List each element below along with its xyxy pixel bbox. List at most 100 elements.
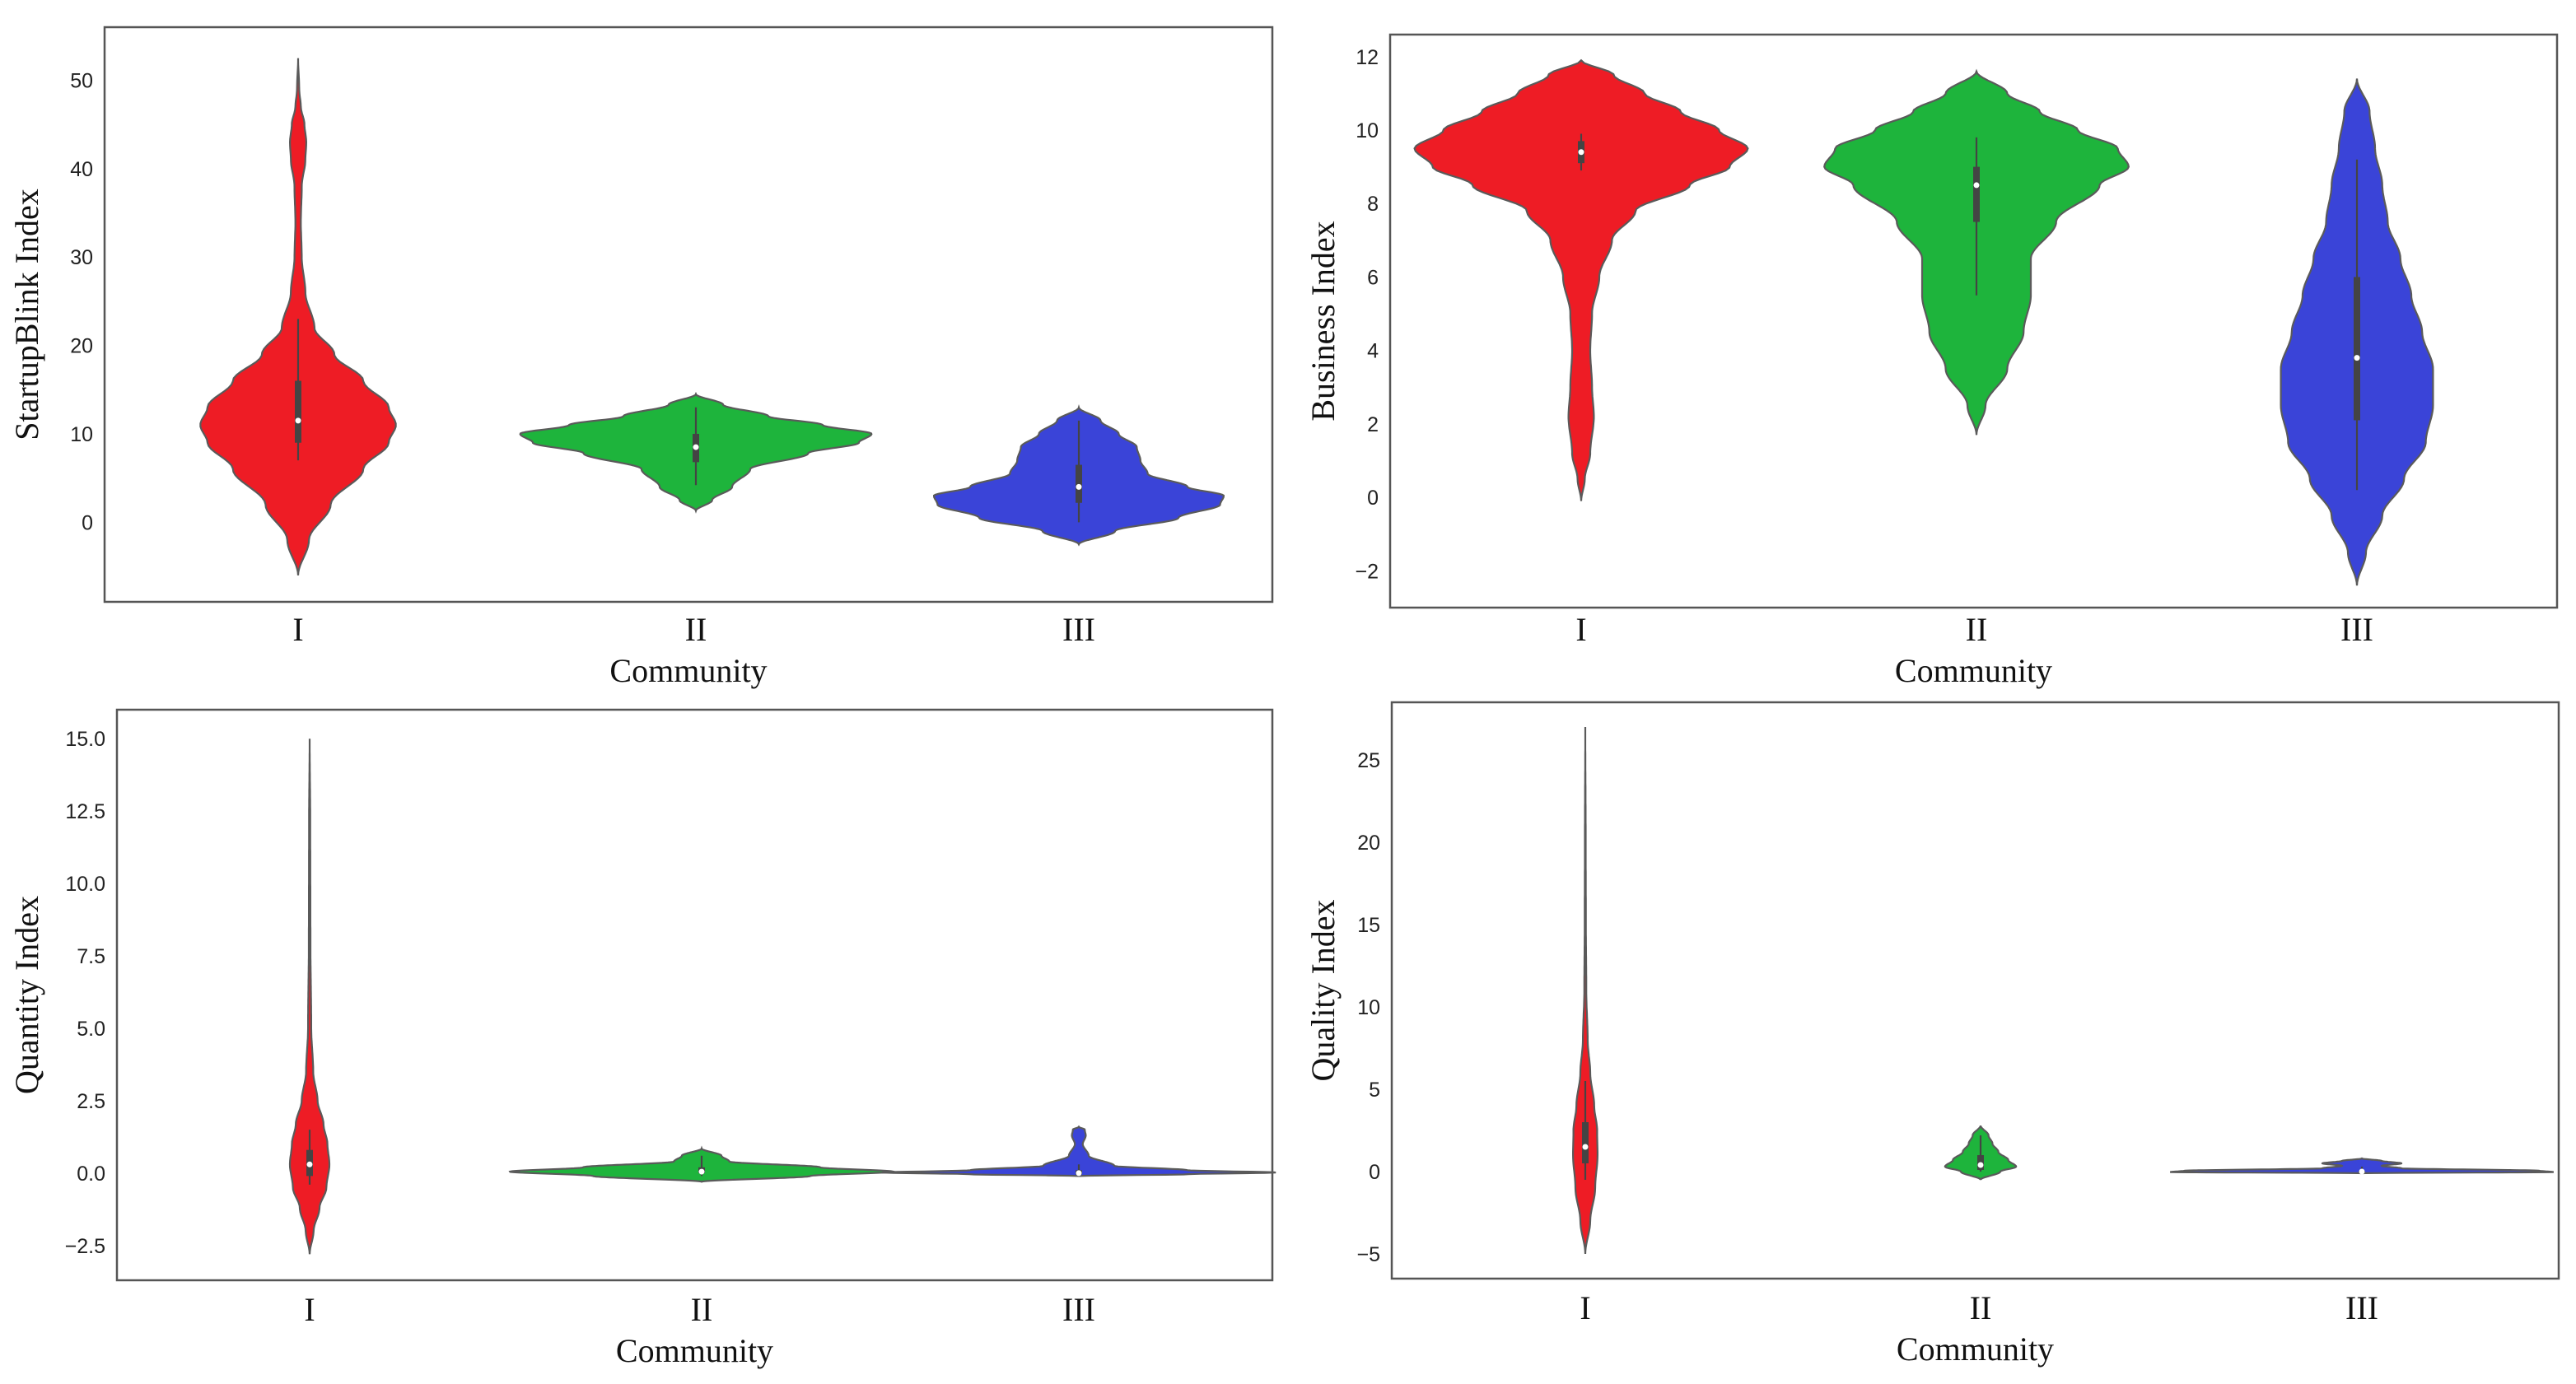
violin-III	[2170, 1157, 2554, 1175]
x-tick-label: III	[1062, 1291, 1095, 1328]
x-tick-labels: I II III	[304, 1291, 1095, 1328]
violin-body	[288, 739, 331, 1255]
y-tick-label: 5.0	[77, 1018, 105, 1041]
x-tick-label: II	[685, 611, 707, 648]
violin-median-dot	[2354, 355, 2360, 361]
y-tick-label: 20	[1357, 832, 1380, 855]
y-axis-title: Business Index	[1304, 221, 1342, 421]
y-tick-labels: −2 0 2 4 6 8 10 12	[1355, 46, 1379, 584]
violin-III	[933, 403, 1225, 547]
violin-III	[2280, 78, 2434, 586]
violin-body	[1413, 58, 1749, 501]
x-tick-label: II	[1970, 1289, 1992, 1326]
y-tick-label: 10	[70, 423, 93, 446]
x-axis-title: Community	[616, 1332, 773, 1369]
quantity-index-panel: −2.50.02.55.07.510.012.515.0 I II III Comm…	[8, 708, 1276, 1369]
violin-median-dot	[295, 417, 301, 424]
plot-area-frame	[103, 26, 1274, 603]
y-tick-label: 15.0	[65, 728, 105, 751]
x-tick-labels: I II III	[292, 611, 1095, 648]
violins	[1572, 727, 2554, 1255]
plot-area-frame	[115, 708, 1274, 1282]
y-tick-labels: −5 0 5 10 15 20 25	[1356, 749, 1380, 1266]
violin-I	[1413, 58, 1749, 501]
violin-median-dot	[1578, 149, 1584, 156]
plot-area-frame	[1390, 701, 2560, 1280]
violin-iqr-box	[1582, 1122, 1589, 1163]
x-tick-label: III	[2340, 611, 2373, 648]
y-tick-label: 10	[1356, 119, 1379, 142]
violin-III	[881, 1125, 1276, 1177]
violin-I	[1572, 727, 1598, 1255]
y-tick-label: 50	[70, 69, 93, 92]
violin-median-dot	[1973, 182, 1980, 189]
violin-iqr-box	[2354, 277, 2360, 421]
violin-median-dot	[306, 1161, 313, 1167]
x-axis-title: Community	[1895, 652, 2052, 689]
x-axis-title: Community	[609, 652, 767, 689]
x-tick-label: I	[292, 611, 303, 648]
violins	[1413, 58, 2434, 586]
x-tick-label: I	[1580, 1289, 1590, 1326]
violin-median-dot	[2359, 1168, 2365, 1175]
y-tick-label: 0	[82, 511, 93, 534]
y-axis-title: Quantity Index	[8, 896, 45, 1094]
y-tick-label: 4	[1367, 340, 1379, 363]
violin-iqr-box	[1973, 166, 1980, 222]
y-axis-title: Quality Index	[1304, 899, 1342, 1081]
y-tick-label: −2.5	[65, 1235, 105, 1258]
y-tick-label: 5	[1369, 1079, 1380, 1102]
y-tick-label: 6	[1367, 266, 1379, 289]
violin-II	[1944, 1125, 2018, 1181]
y-tick-label: −5	[1356, 1243, 1380, 1266]
violin-median-dot	[1076, 483, 1082, 490]
violin-median-dot	[1076, 1170, 1082, 1177]
y-tick-label: 0	[1369, 1161, 1380, 1184]
y-tick-label: 12.5	[65, 800, 105, 823]
violin-median-dot	[1582, 1144, 1589, 1150]
x-tick-labels: I II III	[1575, 611, 2373, 648]
y-tick-label: 0	[1367, 487, 1379, 510]
y-tick-label: 10.0	[65, 873, 105, 896]
y-tick-label: 30	[70, 246, 93, 269]
y-tick-label: −2	[1355, 560, 1379, 583]
violin-I	[199, 58, 397, 576]
y-tick-label: 2.5	[77, 1090, 105, 1113]
violin-II	[1823, 68, 2130, 436]
x-tick-labels: I II III	[1580, 1289, 2378, 1326]
x-tick-label: I	[304, 1291, 315, 1328]
x-axis-title: Community	[1897, 1330, 2054, 1368]
y-tick-label: 15	[1357, 914, 1380, 937]
violin-median-dot	[693, 444, 699, 450]
x-tick-label: III	[1062, 611, 1095, 648]
x-tick-label: II	[691, 1291, 713, 1328]
y-tick-label: 25	[1357, 749, 1380, 772]
violin-iqr-box	[1076, 464, 1082, 503]
y-tick-label: 2	[1367, 413, 1379, 436]
y-tick-label: 0.0	[77, 1163, 105, 1186]
x-tick-label: III	[2345, 1289, 2378, 1326]
violins	[199, 58, 1225, 576]
x-tick-label: II	[1966, 611, 1988, 648]
violin-median-dot	[698, 1168, 705, 1175]
y-tick-label: 7.5	[77, 945, 105, 968]
y-axis-title: StartupBlink Index	[8, 189, 45, 440]
violin-body	[199, 58, 397, 576]
violin-I	[288, 739, 331, 1255]
plot-area-frame	[1388, 33, 2559, 609]
violin-body	[881, 1125, 1276, 1177]
violin-body	[2170, 1157, 2554, 1175]
y-tick-label: 10	[1357, 996, 1380, 1019]
y-tick-labels: 0 10 20 30 40 50	[70, 69, 93, 534]
y-tick-label: 12	[1356, 46, 1379, 69]
violin-body	[1572, 727, 1598, 1255]
violin-II	[519, 391, 873, 514]
violin-iqr-box	[295, 380, 301, 443]
y-tick-label: 20	[70, 335, 93, 358]
y-tick-label: 40	[70, 158, 93, 181]
y-tick-labels: −2.5 0.0 2.5 5.0 7.5 10.0 12.5 15.0	[65, 728, 105, 1258]
y-tick-label: 8	[1367, 193, 1379, 216]
